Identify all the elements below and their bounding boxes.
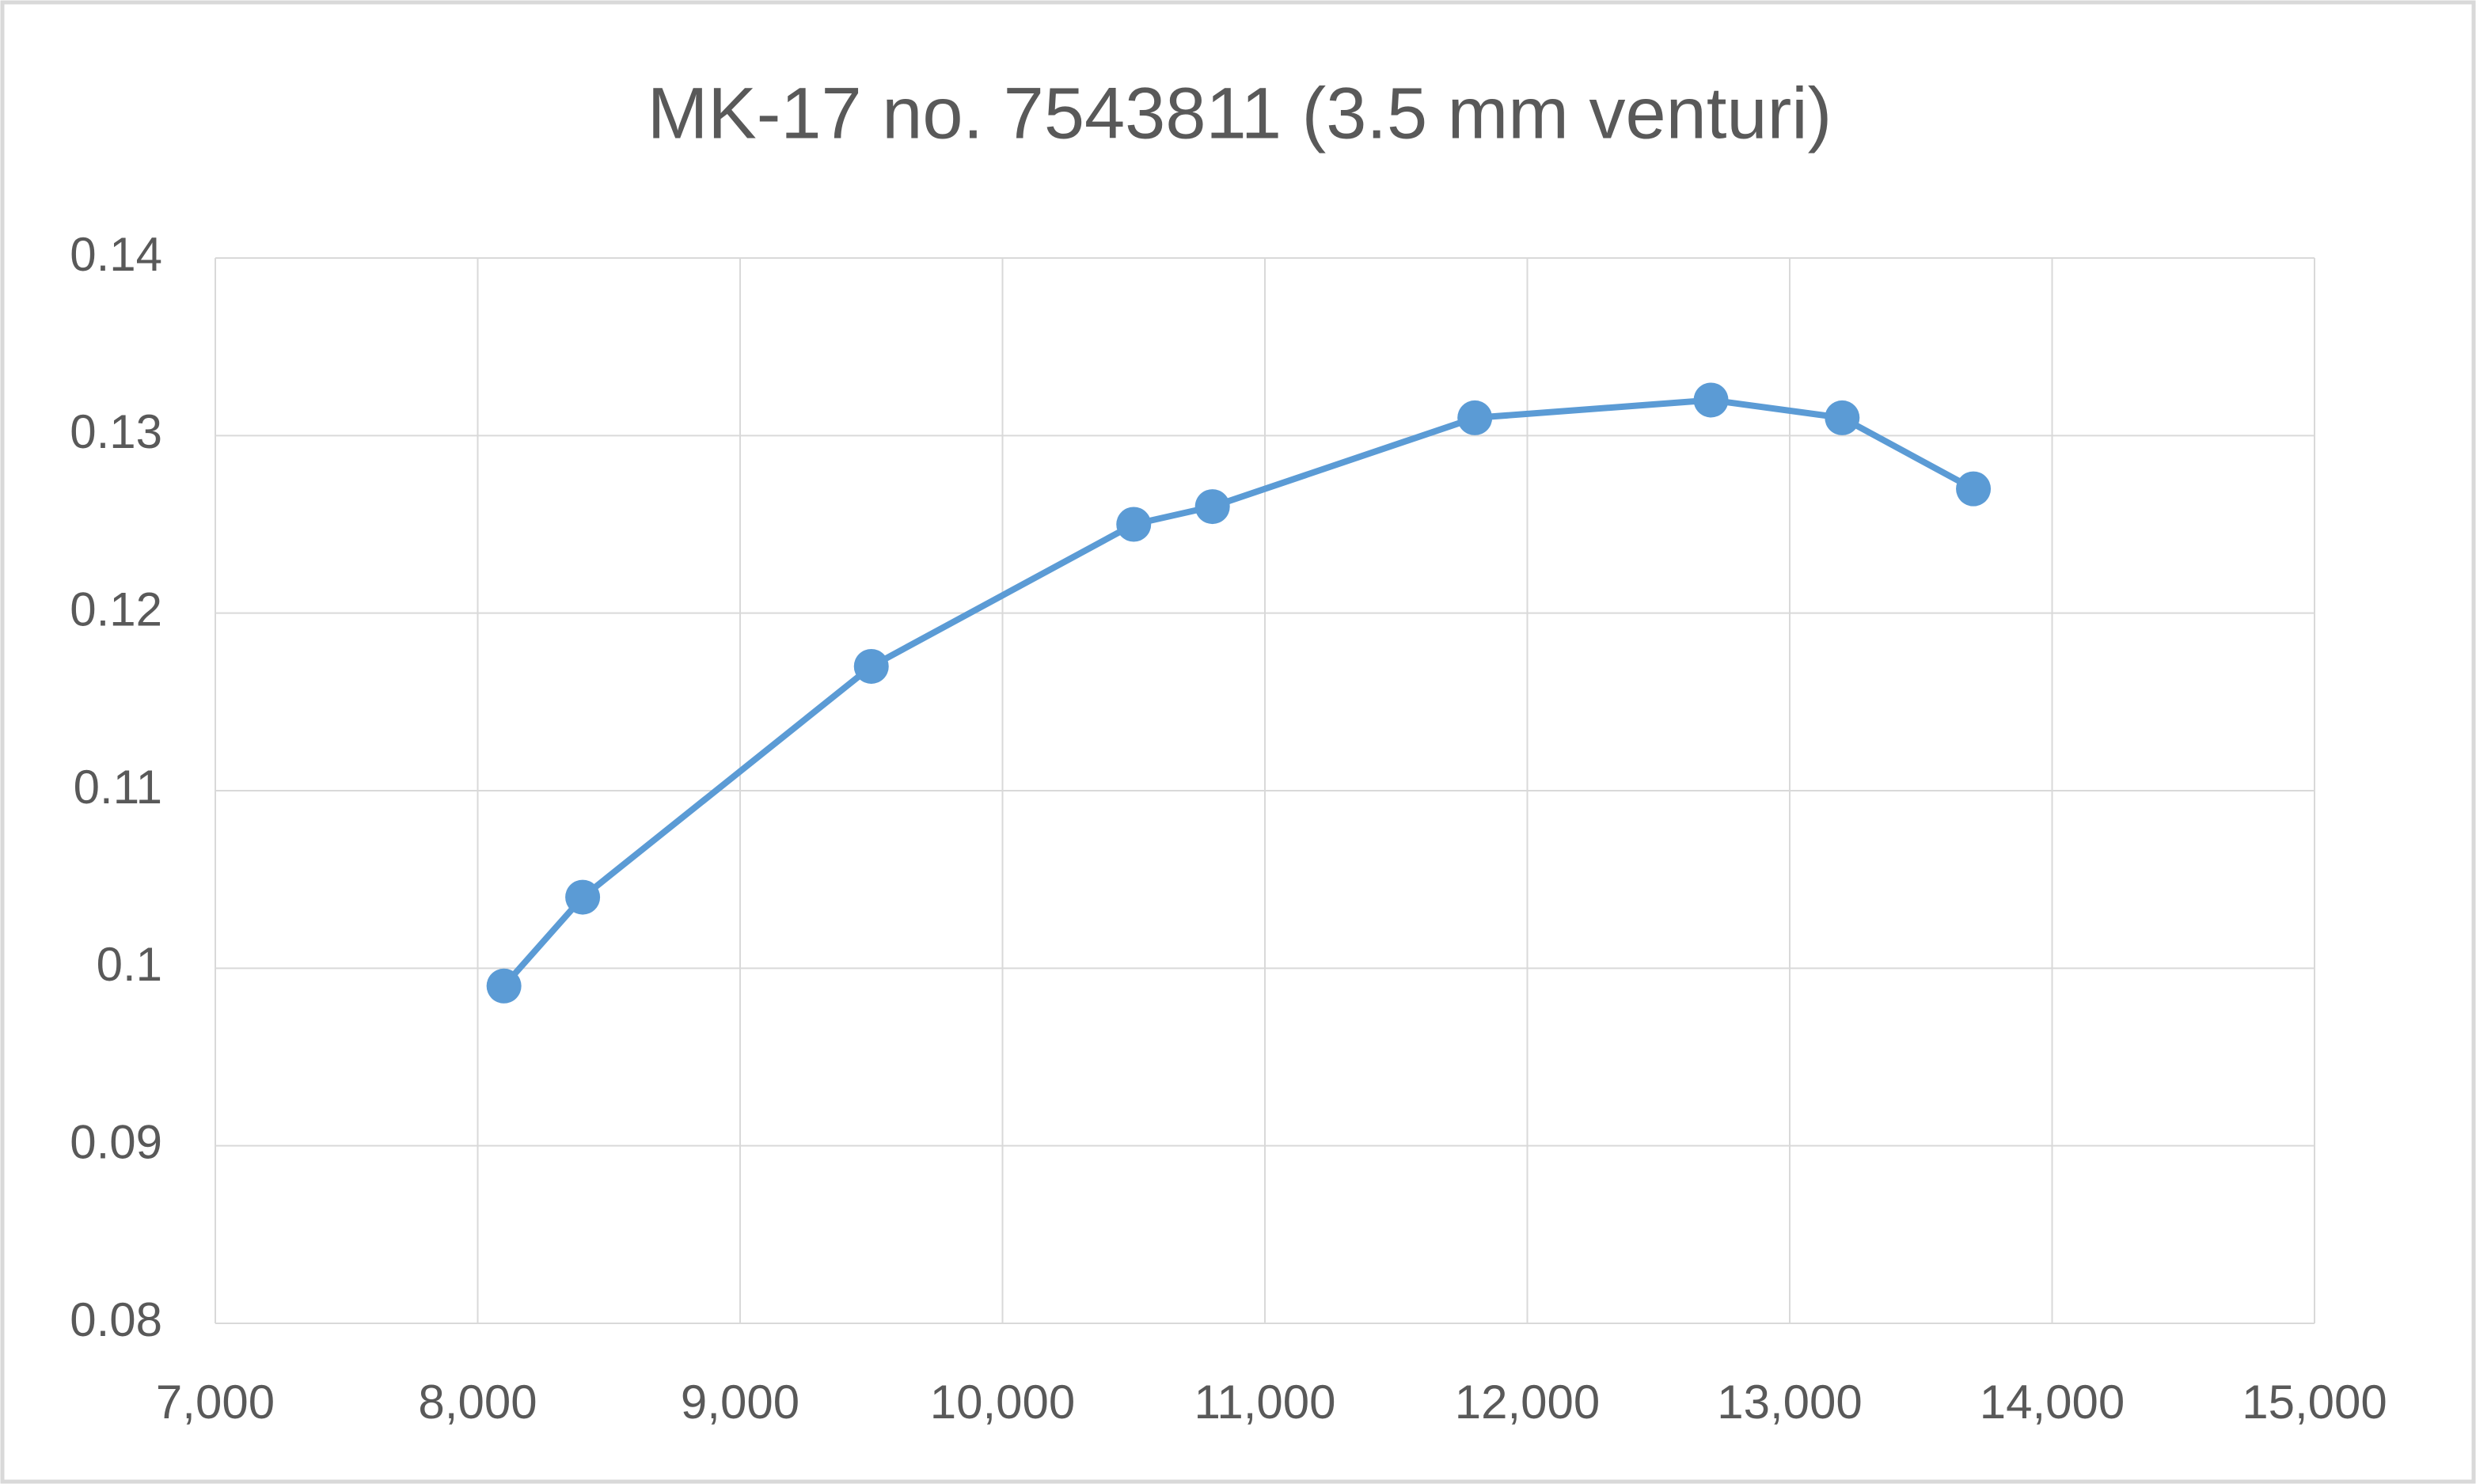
x-tick-label: 14,000 xyxy=(1980,1376,2125,1429)
y-tick-label: 0.09 xyxy=(70,1116,162,1169)
x-tick-label: 15,000 xyxy=(2242,1376,2387,1429)
data-point xyxy=(1194,489,1230,525)
chart-title: MK-17 no. 7543811 (3.5 mm venturi) xyxy=(647,73,1832,154)
x-tick-label: 10,000 xyxy=(930,1376,1076,1429)
data-point xyxy=(1116,507,1152,542)
y-tick-label: 0.11 xyxy=(74,761,162,814)
y-tick-label: 0.1 xyxy=(97,938,162,991)
data-point xyxy=(565,879,601,915)
data-point xyxy=(1457,400,1493,435)
y-tick-label: 0.08 xyxy=(70,1293,162,1346)
y-tick-label: 0.12 xyxy=(70,583,162,636)
y-tick-label: 0.13 xyxy=(70,405,162,458)
x-tick-label: 12,000 xyxy=(1455,1376,1601,1429)
y-tick-label: 0.14 xyxy=(70,228,162,281)
data-point xyxy=(1956,471,1992,507)
x-tick-label: 7,000 xyxy=(156,1376,275,1429)
x-tick-label: 9,000 xyxy=(681,1376,799,1429)
data-point xyxy=(486,968,522,1004)
data-point xyxy=(853,648,889,684)
x-tick-label: 13,000 xyxy=(1717,1376,1863,1429)
data-point xyxy=(1693,382,1729,418)
data-point xyxy=(1825,400,1860,435)
x-tick-label: 8,000 xyxy=(418,1376,537,1429)
x-tick-label: 11,000 xyxy=(1194,1376,1335,1429)
